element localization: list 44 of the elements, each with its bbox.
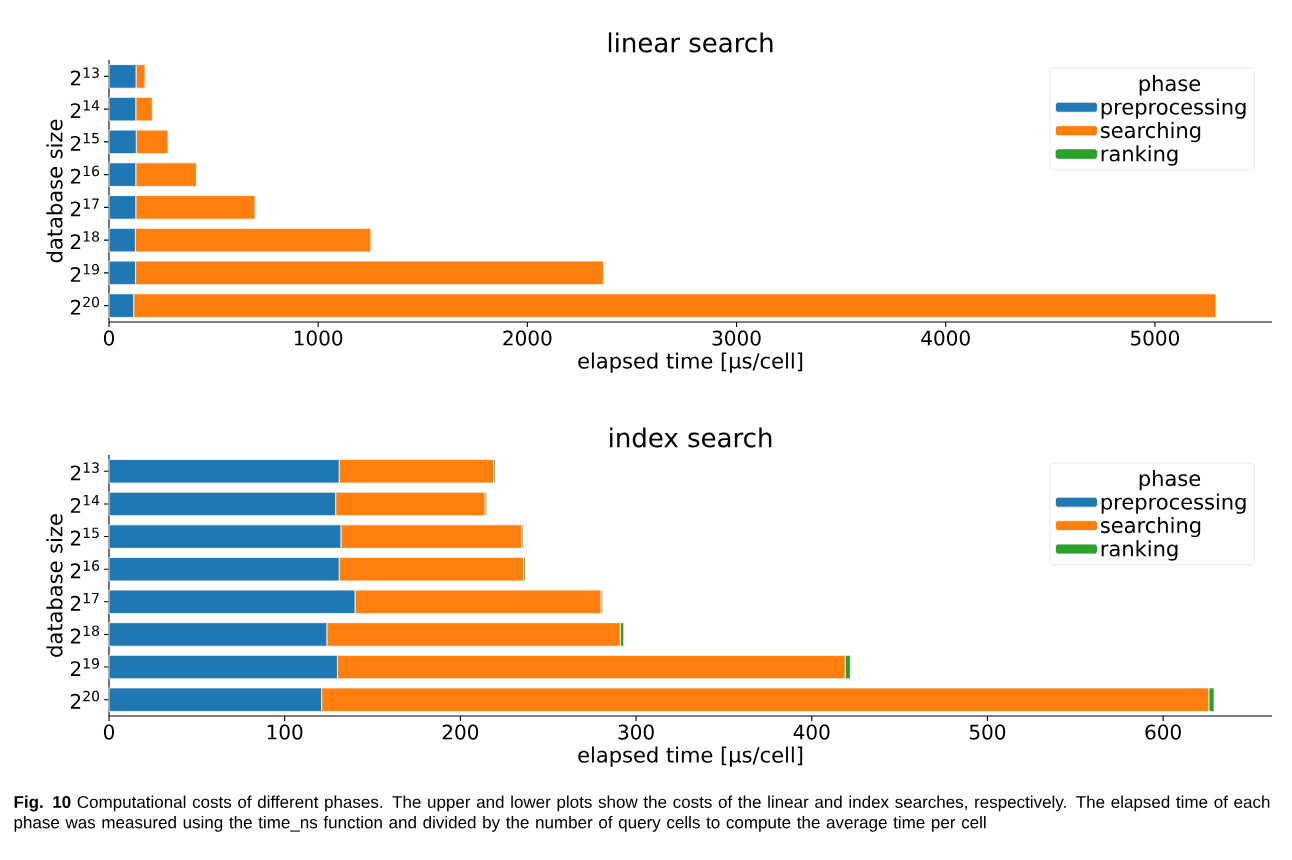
y-tick-label: 2$^{20}$ [70,296,100,315]
legend-label: ranking [1101,540,1178,561]
y-tick-label: 2$^{18}$ [70,231,100,250]
y-tick-label: 2$^{19}$ [70,658,99,677]
legend-label: ranking [1101,145,1178,166]
y-tick-label: 2$^{17}$ [70,592,99,611]
x-tick-label: 3000 [712,330,761,346]
x-tick-label: 2000 [503,330,552,346]
y-axis-title: database size [46,514,63,657]
y-tick-label: 2$^{20}$ [70,690,100,709]
y-axis-title: database size [46,119,63,263]
legend-title: phase [1139,470,1201,491]
y-tick-label: 2$^{19}$ [70,263,99,282]
x-axis-title: elapsed time [µs/cell] [578,746,803,767]
y-tick-label: 2$^{13}$ [70,67,99,86]
x-tick-label: 300 [618,724,654,740]
x-tick-label: 600 [1145,724,1181,740]
text: Fig. 10 Computational costs of different phases. The upper and lower plots show the costs of the linear and index searches, respectively. The elapsed time of each phase was measured using the time_ns function and divided by the number of query cells to compute the average time per cell [14,795,1270,832]
chart-title: linear search [608,32,773,53]
chart-title: index search [610,427,772,448]
x-tick-label: 0 [103,330,115,346]
legend-label: preprocessing [1101,493,1246,514]
y-tick-label: 2$^{17}$ [70,198,99,217]
y-tick-label: 2$^{15}$ [70,527,99,546]
x-tick-label: 4000 [921,330,970,346]
legend-label: searching [1100,121,1201,143]
x-tick-label: 200 [442,724,479,740]
x-tick-label: 400 [793,724,830,740]
y-tick-label: 2$^{16}$ [70,165,100,184]
y-tick-label: 2$^{14}$ [70,495,100,513]
x-axis-title: elapsed time [µs/cell] [578,352,803,373]
legend-title: phase [1139,75,1201,96]
y-tick-label: 2$^{18}$ [70,625,100,644]
legend-label: searching [1100,516,1201,538]
x-tick-label: 5000 [1130,330,1179,346]
x-tick-label: 1000 [294,330,343,346]
x-tick-label: 100 [267,724,303,740]
x-tick-label: 500 [969,724,1006,740]
y-tick-label: 2$^{14}$ [70,100,100,118]
x-tick-label: 0 [103,724,115,740]
y-tick-label: 2$^{15}$ [70,133,99,151]
y-tick-label: 2$^{16}$ [70,560,100,579]
y-tick-label: 2$^{13}$ [70,462,99,481]
legend-label: preprocessing [1101,98,1246,119]
